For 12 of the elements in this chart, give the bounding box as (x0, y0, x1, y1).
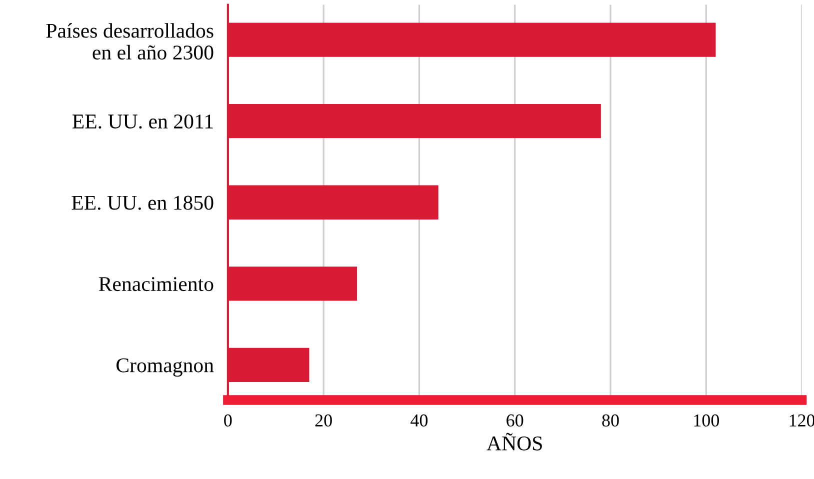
x-axis-title: AÑOS (486, 432, 542, 450)
y-tick-label: EE. UU. en 1850 (72, 196, 214, 210)
x-tick-label: 80 (602, 414, 619, 427)
y-tick-label: Países desarrollados en el año 2300 (46, 23, 214, 60)
y-tick-label: EE. UU. en 2011 (72, 114, 213, 129)
x-tick-label: 60 (506, 414, 524, 427)
y-tick-label: Renacimiento (98, 277, 214, 292)
y-tick-label: Cromagnon (116, 358, 214, 377)
x-tick-label: 100 (694, 414, 719, 427)
x-tick-label: 0 (224, 414, 232, 427)
x-tick-label: 40 (410, 414, 428, 427)
x-tick-label: 20 (315, 414, 332, 427)
